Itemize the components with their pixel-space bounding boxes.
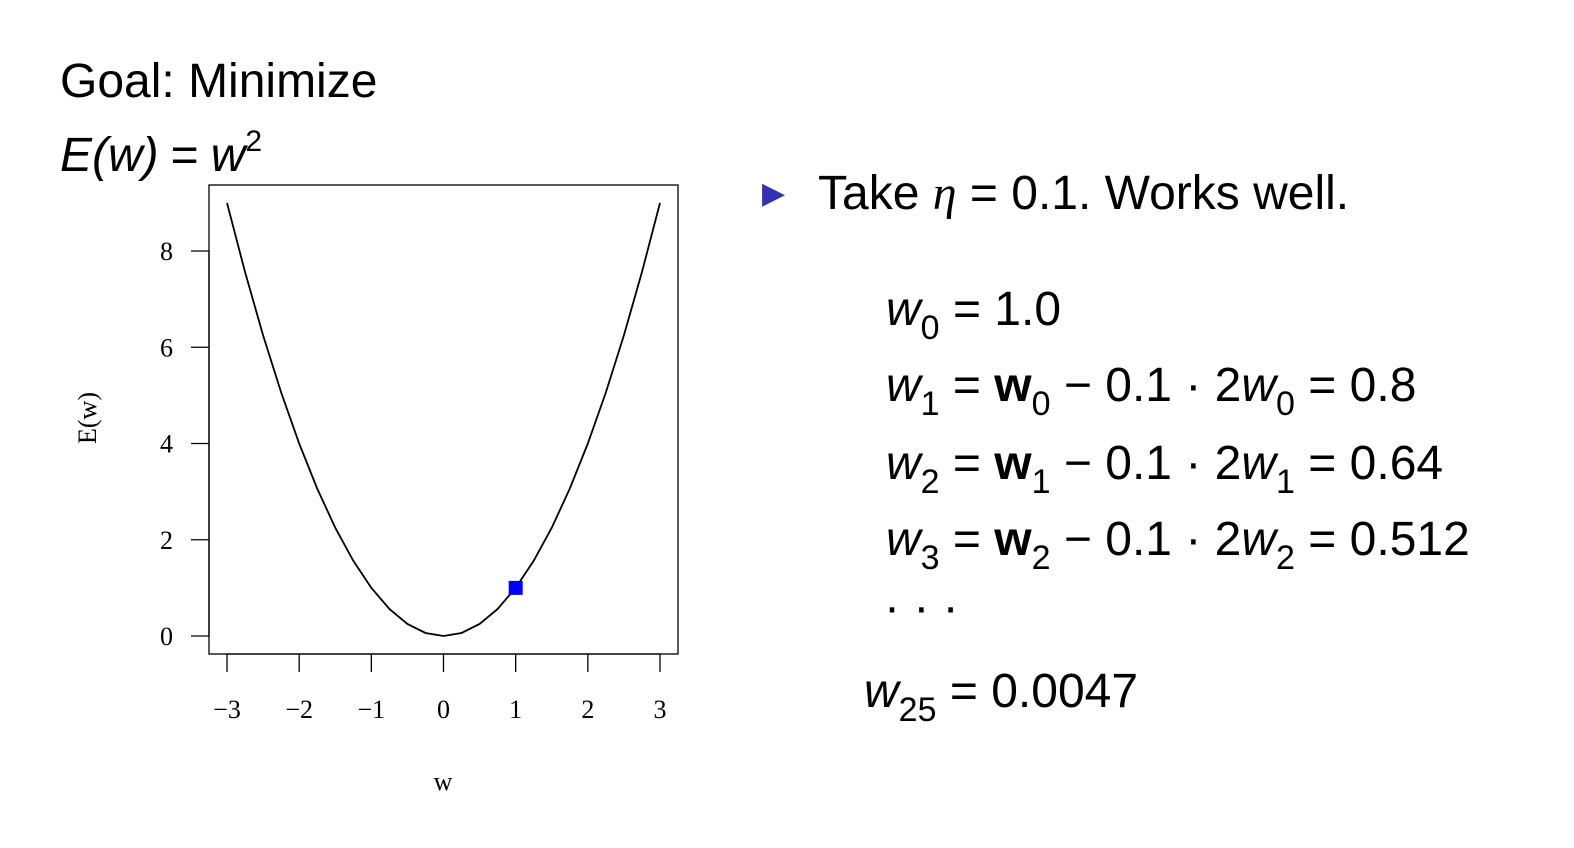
- y-axis-label: E(w): [73, 392, 102, 444]
- x-tick-label: 0: [437, 695, 450, 724]
- step-1: w1 = w0 − 0.1 · 2w0 = 0.8: [886, 359, 1417, 423]
- formula-lhs: E(w): [60, 129, 159, 182]
- x-tick-label: −3: [213, 695, 241, 724]
- formula-rhs: w: [210, 129, 246, 182]
- eta-symbol: η: [932, 167, 957, 220]
- y-axis: 0 2 4 6 8: [160, 237, 210, 651]
- y-tick-label: 2: [160, 526, 173, 555]
- bullet-marker-icon: ▶: [762, 177, 786, 210]
- error-curve-chart: −3 −2 −1 0 1 2 3 0 2 4 6 8 w E(w): [73, 184, 679, 796]
- step-3: w3 = w2 − 0.1 · 2w2 = 0.512: [886, 513, 1470, 577]
- y-tick-label: 6: [160, 333, 173, 362]
- x-tick-label: −2: [285, 695, 313, 724]
- ellipsis: · · ·: [884, 581, 959, 634]
- x-axis: −3 −2 −1 0 1 2 3: [213, 653, 667, 724]
- bullet-line: ▶ Take η = 0.1. Works well.: [762, 164, 1349, 224]
- current-point-marker: [508, 580, 523, 595]
- final-step: w25 = 0.0047: [864, 665, 1139, 729]
- plot-frame: [208, 184, 679, 655]
- x-tick-label: 3: [654, 695, 667, 724]
- y-tick-label: 0: [160, 622, 173, 651]
- step-0: w0 = 1.0: [886, 283, 1062, 347]
- bullet-suffix: = 0.1. Works well.: [969, 167, 1350, 220]
- step-2: w2 = w1 − 0.1 · 2w1 = 0.64: [886, 437, 1444, 501]
- formula-eq: =: [170, 129, 199, 182]
- highlight-points: [508, 580, 523, 595]
- x-tick-label: −1: [357, 695, 385, 724]
- goal-formula: E(w) = w2: [60, 112, 262, 186]
- goal-title: Goal: Minimize: [60, 55, 378, 108]
- formula-power: 2: [245, 125, 263, 158]
- y-tick-label: 4: [160, 430, 173, 459]
- x-axis-label: w: [434, 767, 453, 796]
- bullet-prefix: Take: [818, 167, 920, 220]
- x-tick-label: 1: [509, 695, 522, 724]
- y-tick-label: 8: [160, 237, 173, 266]
- x-tick-label: 2: [581, 695, 594, 724]
- series-line: [226, 202, 661, 637]
